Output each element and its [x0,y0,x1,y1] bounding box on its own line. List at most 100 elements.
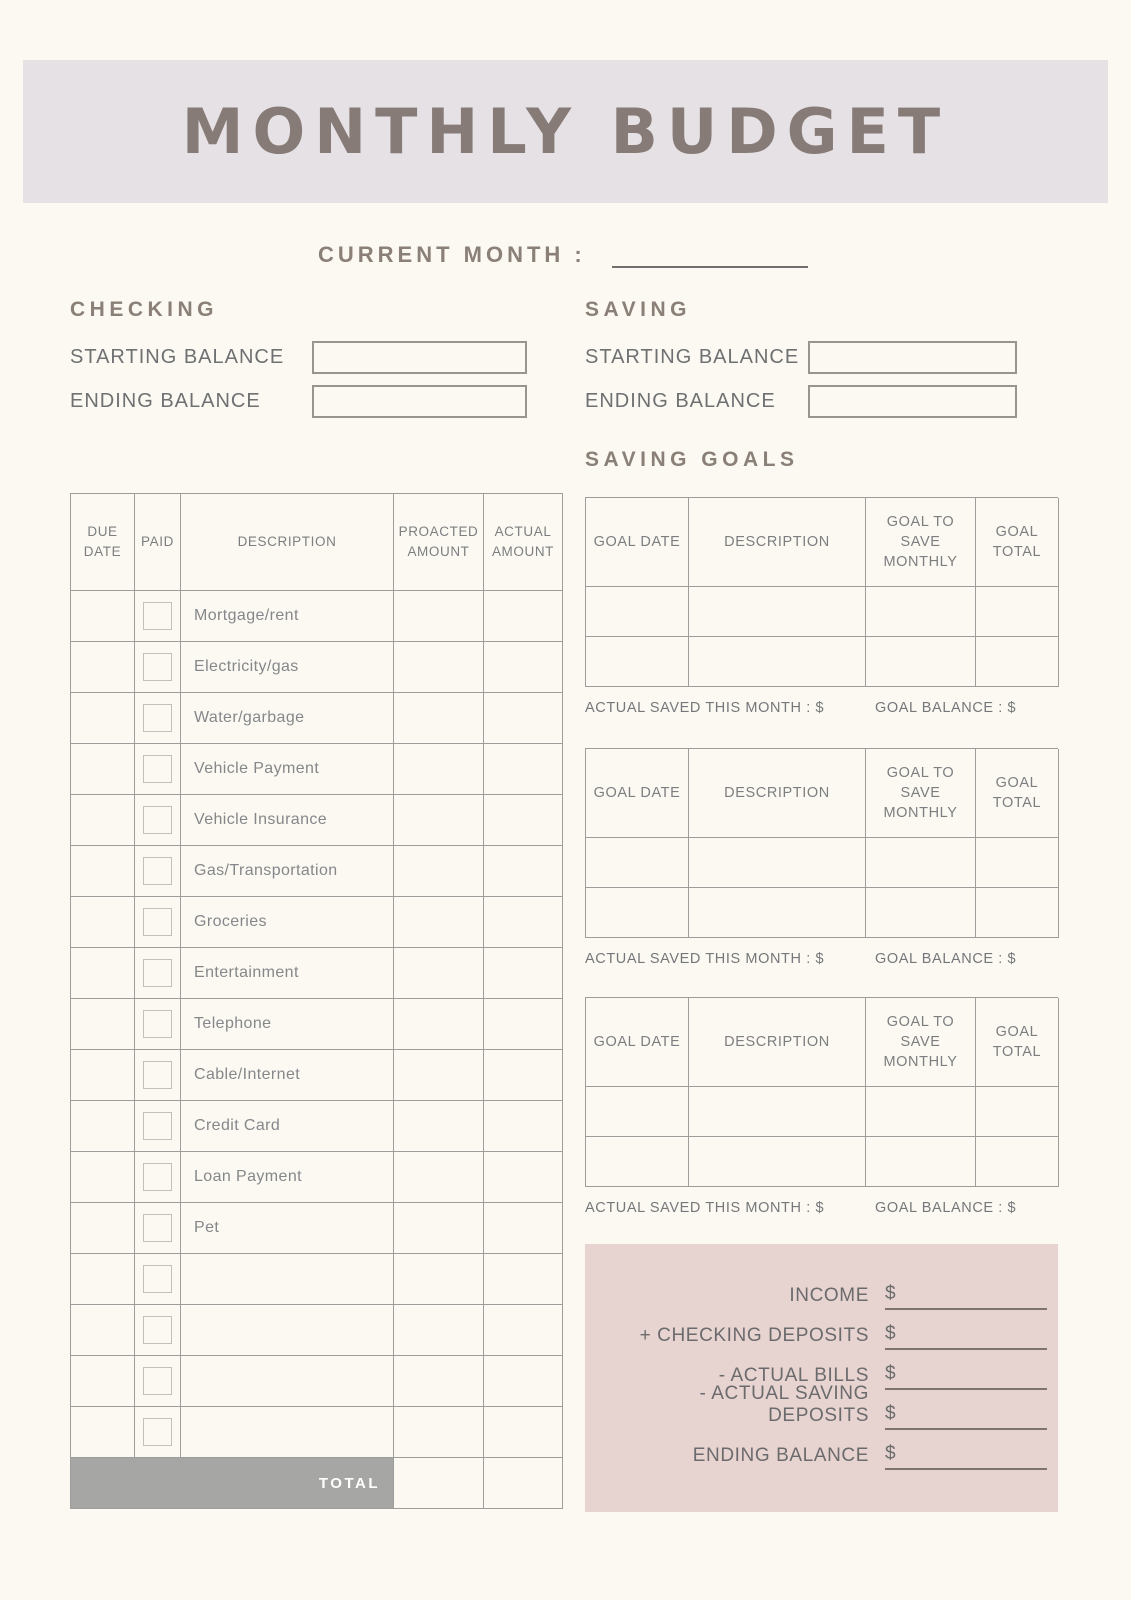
goal-monthly-cell[interactable] [866,888,976,938]
paid-checkbox[interactable] [143,1316,172,1344]
goal-monthly-cell[interactable] [866,1087,976,1137]
due-date-cell[interactable] [71,1050,135,1101]
projected-amount-cell[interactable] [394,999,484,1050]
goal-date-cell[interactable] [586,1137,689,1187]
goal-total-cell[interactable] [976,637,1059,687]
projected-amount-cell[interactable] [394,693,484,744]
goal-date-cell[interactable] [586,637,689,687]
paid-checkbox[interactable] [143,653,172,681]
due-date-cell[interactable] [71,1305,135,1356]
paid-checkbox[interactable] [143,806,172,834]
saving-ending-balance-input[interactable] [808,385,1017,418]
paid-checkbox[interactable] [143,1214,172,1242]
due-date-cell[interactable] [71,1356,135,1407]
goal-date-cell[interactable] [586,838,689,888]
actual-amount-cell[interactable] [484,693,563,744]
summary-amount-input[interactable]: $ [885,1443,1047,1470]
paid-checkbox[interactable] [143,602,172,630]
total-actual-cell[interactable] [484,1458,563,1509]
checking-starting-balance-input[interactable] [312,341,527,374]
paid-checkbox[interactable] [143,959,172,987]
actual-amount-cell[interactable] [484,1305,563,1356]
projected-amount-cell[interactable] [394,897,484,948]
paid-checkbox[interactable] [143,857,172,885]
goal-description-cell[interactable] [689,1087,866,1137]
goal-total-cell[interactable] [976,838,1059,888]
saving-starting-balance-input[interactable] [808,341,1017,374]
due-date-cell[interactable] [71,999,135,1050]
actual-amount-cell[interactable] [484,897,563,948]
projected-amount-cell[interactable] [394,846,484,897]
paid-checkbox[interactable] [143,1418,172,1446]
actual-amount-cell[interactable] [484,1356,563,1407]
checking-ending-balance-input[interactable] [312,385,527,418]
description-cell[interactable] [181,1305,394,1356]
paid-checkbox[interactable] [143,1163,172,1191]
actual-amount-cell[interactable] [484,948,563,999]
summary-amount-input[interactable]: $ [885,1403,1047,1430]
paid-checkbox[interactable] [143,1112,172,1140]
actual-amount-cell[interactable] [484,1152,563,1203]
goal-total-cell[interactable] [976,587,1059,637]
due-date-cell[interactable] [71,591,135,642]
due-date-cell[interactable] [71,846,135,897]
actual-amount-cell[interactable] [484,1254,563,1305]
goal-total-cell[interactable] [976,1087,1059,1137]
actual-amount-cell[interactable] [484,999,563,1050]
projected-amount-cell[interactable] [394,1305,484,1356]
goal-monthly-cell[interactable] [866,1137,976,1187]
actual-amount-cell[interactable] [484,1407,563,1458]
description-cell[interactable] [181,1407,394,1458]
goal-monthly-cell[interactable] [866,838,976,888]
projected-amount-cell[interactable] [394,1407,484,1458]
paid-checkbox[interactable] [143,1367,172,1395]
due-date-cell[interactable] [71,795,135,846]
actual-amount-cell[interactable] [484,846,563,897]
goal-description-cell[interactable] [689,888,866,938]
projected-amount-cell[interactable] [394,591,484,642]
due-date-cell[interactable] [71,642,135,693]
projected-amount-cell[interactable] [394,1254,484,1305]
projected-amount-cell[interactable] [394,1152,484,1203]
goal-total-cell[interactable] [976,888,1059,938]
actual-amount-cell[interactable] [484,642,563,693]
summary-amount-input[interactable]: $ [885,1323,1047,1350]
actual-amount-cell[interactable] [484,1050,563,1101]
actual-amount-cell[interactable] [484,744,563,795]
due-date-cell[interactable] [71,1101,135,1152]
goal-description-cell[interactable] [689,838,866,888]
projected-amount-cell[interactable] [394,744,484,795]
projected-amount-cell[interactable] [394,1356,484,1407]
paid-checkbox[interactable] [143,1010,172,1038]
description-cell[interactable] [181,1254,394,1305]
due-date-cell[interactable] [71,1407,135,1458]
paid-checkbox[interactable] [143,1061,172,1089]
goal-date-cell[interactable] [586,587,689,637]
projected-amount-cell[interactable] [394,948,484,999]
paid-checkbox[interactable] [143,1265,172,1293]
due-date-cell[interactable] [71,693,135,744]
due-date-cell[interactable] [71,897,135,948]
goal-total-cell[interactable] [976,1137,1059,1187]
actual-amount-cell[interactable] [484,1101,563,1152]
total-projected-cell[interactable] [394,1458,484,1509]
actual-amount-cell[interactable] [484,591,563,642]
projected-amount-cell[interactable] [394,1203,484,1254]
goal-date-cell[interactable] [586,888,689,938]
goal-date-cell[interactable] [586,1087,689,1137]
due-date-cell[interactable] [71,1203,135,1254]
projected-amount-cell[interactable] [394,1050,484,1101]
goal-description-cell[interactable] [689,1137,866,1187]
paid-checkbox[interactable] [143,704,172,732]
projected-amount-cell[interactable] [394,795,484,846]
actual-amount-cell[interactable] [484,795,563,846]
goal-description-cell[interactable] [689,587,866,637]
description-cell[interactable] [181,1356,394,1407]
actual-amount-cell[interactable] [484,1203,563,1254]
goal-description-cell[interactable] [689,637,866,687]
summary-amount-input[interactable]: $ [885,1363,1047,1390]
summary-amount-input[interactable]: $ [885,1283,1047,1310]
goal-monthly-cell[interactable] [866,587,976,637]
due-date-cell[interactable] [71,948,135,999]
due-date-cell[interactable] [71,1254,135,1305]
